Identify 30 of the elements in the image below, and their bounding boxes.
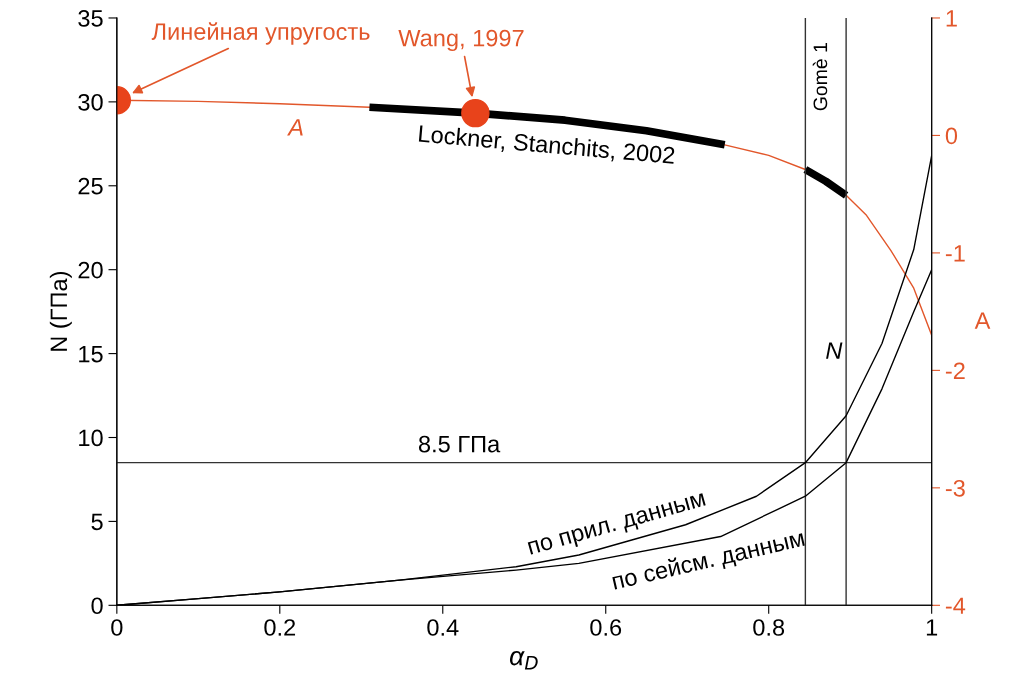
annotation: Линейная упругость bbox=[151, 22, 370, 45]
ref-line-label: 8.5 ГПа bbox=[418, 435, 501, 453]
y2-tick-label: -3 bbox=[945, 479, 965, 497]
y-tick-label: 0 bbox=[91, 597, 103, 615]
series-label: A bbox=[287, 119, 303, 136]
y2-axis-title: A bbox=[974, 312, 991, 329]
y2-tick-label: -4 bbox=[945, 597, 966, 614]
series-label: Lockner, Stanchits, 2002 bbox=[418, 124, 675, 167]
y2-tick-label: 1 bbox=[946, 10, 957, 27]
annotation: N bbox=[826, 342, 843, 359]
x-tick-label: 0.6 bbox=[590, 619, 622, 636]
y-tick-label: 15 bbox=[79, 345, 103, 363]
ref-line-label: Gomè 1 bbox=[812, 43, 828, 111]
annotation: Wang, 1997 bbox=[398, 29, 524, 52]
y-tick-label: 25 bbox=[78, 177, 103, 195]
x-axis-title: α$_{D}$ bbox=[509, 650, 538, 670]
x-tick-label: 0 bbox=[111, 619, 123, 636]
y-tick-label: 5 bbox=[91, 513, 103, 531]
y2-tick-label: 0 bbox=[945, 127, 958, 145]
x-tick-label: 0.8 bbox=[753, 619, 785, 636]
y-tick-label: 10 bbox=[79, 429, 103, 447]
y-tick-label: 30 bbox=[78, 93, 103, 111]
y2-tick-label: -1 bbox=[945, 245, 965, 262]
x-tick-label: 0.2 bbox=[264, 619, 296, 636]
y-axis-title: N (ГПа) bbox=[49, 271, 72, 351]
x-tick-label: 0.4 bbox=[427, 619, 459, 636]
x-tick-label: 1 bbox=[926, 619, 938, 636]
y-tick-label: 20 bbox=[78, 261, 103, 279]
y2-tick-label: -2 bbox=[945, 362, 965, 379]
y-tick-label: 35 bbox=[78, 10, 103, 27]
